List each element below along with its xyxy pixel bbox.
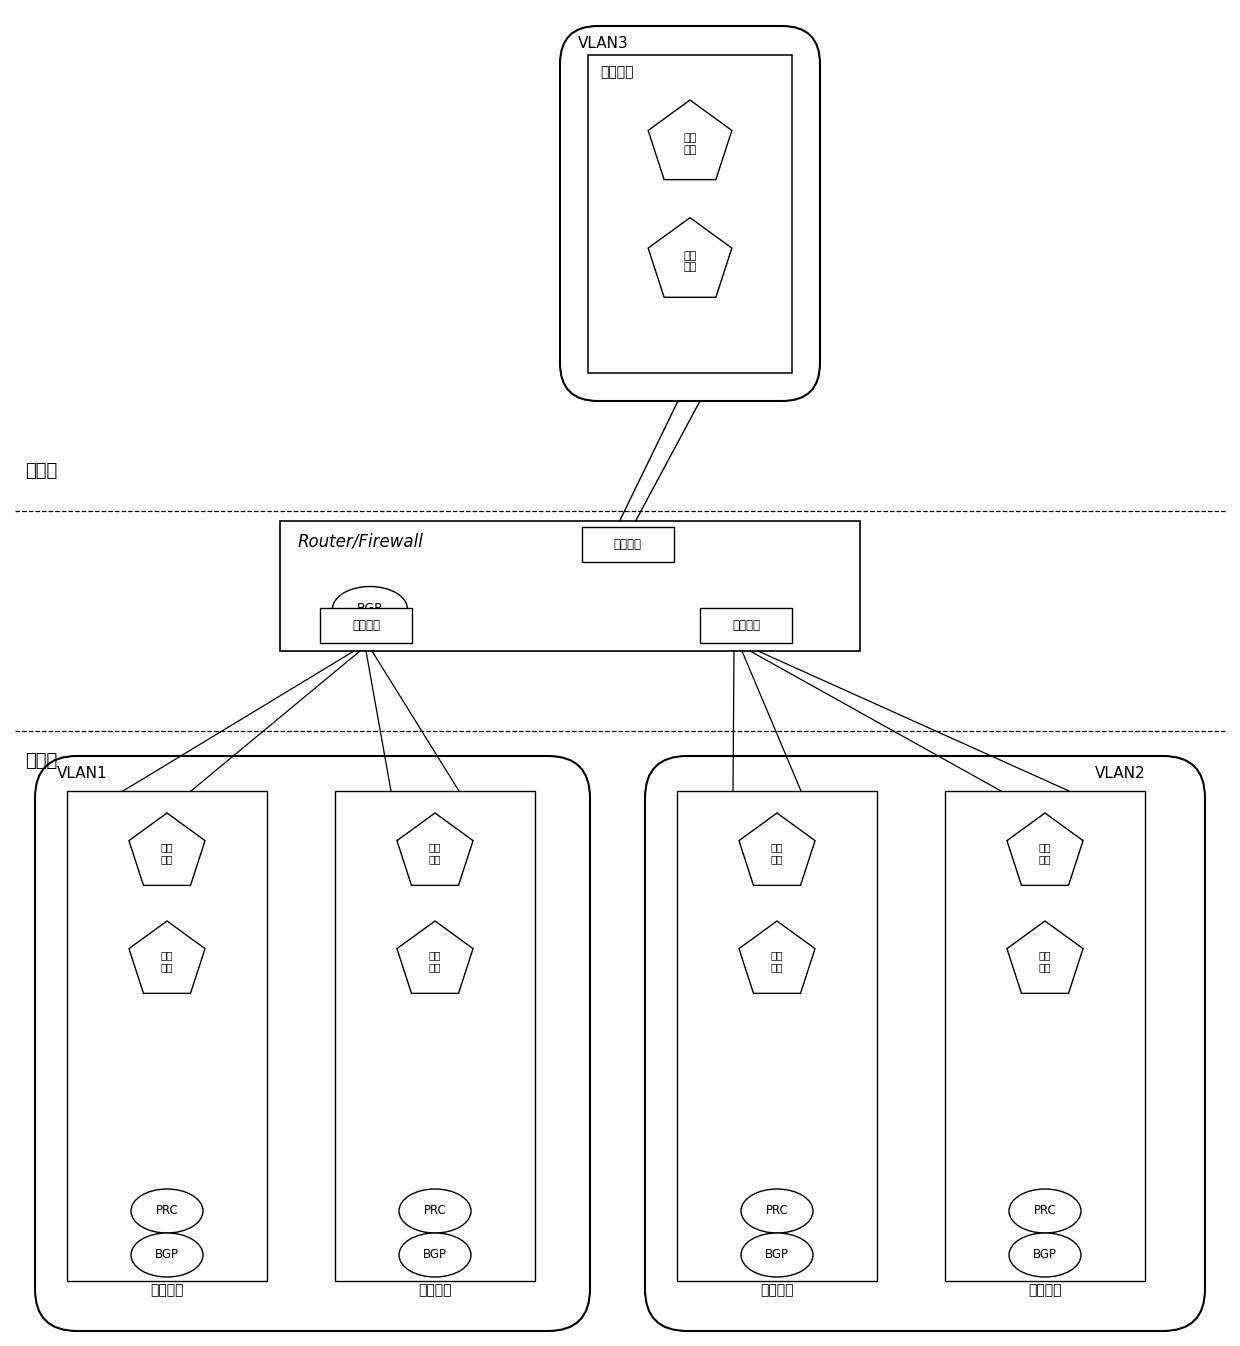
Text: VLAN1: VLAN1 bbox=[57, 766, 108, 781]
Text: VLAN2: VLAN2 bbox=[1095, 766, 1146, 781]
Bar bbox=[335, 791, 534, 1281]
Polygon shape bbox=[129, 921, 205, 993]
Text: 第七
容器: 第七 容器 bbox=[1039, 843, 1052, 864]
Text: 第三主机: 第三主机 bbox=[760, 1283, 794, 1298]
Bar bbox=[945, 791, 1145, 1281]
Bar bbox=[67, 791, 267, 1281]
Bar bbox=[280, 521, 861, 651]
Text: 第一主机: 第一主机 bbox=[150, 1283, 184, 1298]
Text: BGP: BGP bbox=[357, 603, 383, 615]
Ellipse shape bbox=[332, 587, 408, 631]
Text: PRC: PRC bbox=[765, 1205, 789, 1218]
Polygon shape bbox=[739, 921, 815, 993]
Text: 集群内: 集群内 bbox=[25, 752, 57, 770]
FancyBboxPatch shape bbox=[35, 756, 590, 1331]
FancyBboxPatch shape bbox=[645, 756, 1205, 1331]
Bar bbox=[677, 791, 877, 1281]
Ellipse shape bbox=[742, 1233, 813, 1277]
Polygon shape bbox=[739, 813, 815, 886]
Ellipse shape bbox=[131, 1189, 203, 1233]
Text: Router/Firewall: Router/Firewall bbox=[298, 533, 424, 551]
Ellipse shape bbox=[1009, 1189, 1081, 1233]
Ellipse shape bbox=[399, 1189, 471, 1233]
Text: BGP: BGP bbox=[423, 1249, 446, 1261]
Polygon shape bbox=[129, 813, 205, 886]
Polygon shape bbox=[649, 218, 732, 297]
Ellipse shape bbox=[131, 1233, 203, 1277]
Text: 第四主机: 第四主机 bbox=[1028, 1283, 1061, 1298]
Text: 第一
容器: 第一 容器 bbox=[161, 843, 174, 864]
Text: 第三网口: 第三网口 bbox=[614, 538, 641, 551]
FancyBboxPatch shape bbox=[560, 26, 820, 401]
Polygon shape bbox=[1007, 921, 1083, 993]
Text: PRC: PRC bbox=[1034, 1205, 1056, 1218]
Text: BGP: BGP bbox=[765, 1249, 789, 1261]
Polygon shape bbox=[397, 921, 472, 993]
Polygon shape bbox=[397, 813, 472, 886]
Bar bbox=[320, 608, 412, 643]
Ellipse shape bbox=[1009, 1233, 1081, 1277]
Text: 第二
容器: 第二 容器 bbox=[161, 950, 174, 972]
Polygon shape bbox=[1007, 813, 1083, 886]
Text: PRC: PRC bbox=[424, 1205, 446, 1218]
Text: 第一网口: 第一网口 bbox=[352, 619, 379, 633]
Ellipse shape bbox=[742, 1189, 813, 1233]
Bar bbox=[582, 528, 673, 563]
Text: 第二网口: 第二网口 bbox=[732, 619, 760, 633]
Text: 集群外: 集群外 bbox=[25, 462, 57, 481]
Text: BGP: BGP bbox=[155, 1249, 179, 1261]
Text: VLAN3: VLAN3 bbox=[578, 36, 629, 51]
Text: 第八
容器: 第八 容器 bbox=[1039, 950, 1052, 972]
Text: 第四
容器: 第四 容器 bbox=[429, 950, 441, 972]
Text: 第三
容器: 第三 容器 bbox=[429, 843, 441, 864]
Text: 第九
容器: 第九 容器 bbox=[683, 133, 697, 155]
Text: BGP: BGP bbox=[1033, 1249, 1056, 1261]
Bar bbox=[701, 608, 792, 643]
Text: 第十
容器: 第十 容器 bbox=[683, 250, 697, 272]
Ellipse shape bbox=[399, 1233, 471, 1277]
Text: 第五主机: 第五主机 bbox=[600, 65, 634, 79]
Text: 第二主机: 第二主机 bbox=[418, 1283, 451, 1298]
Polygon shape bbox=[649, 100, 732, 179]
Text: PRC: PRC bbox=[156, 1205, 179, 1218]
Bar bbox=[588, 55, 792, 373]
Text: 第六
容器: 第六 容器 bbox=[771, 950, 784, 972]
Text: 第五
容器: 第五 容器 bbox=[771, 843, 784, 864]
